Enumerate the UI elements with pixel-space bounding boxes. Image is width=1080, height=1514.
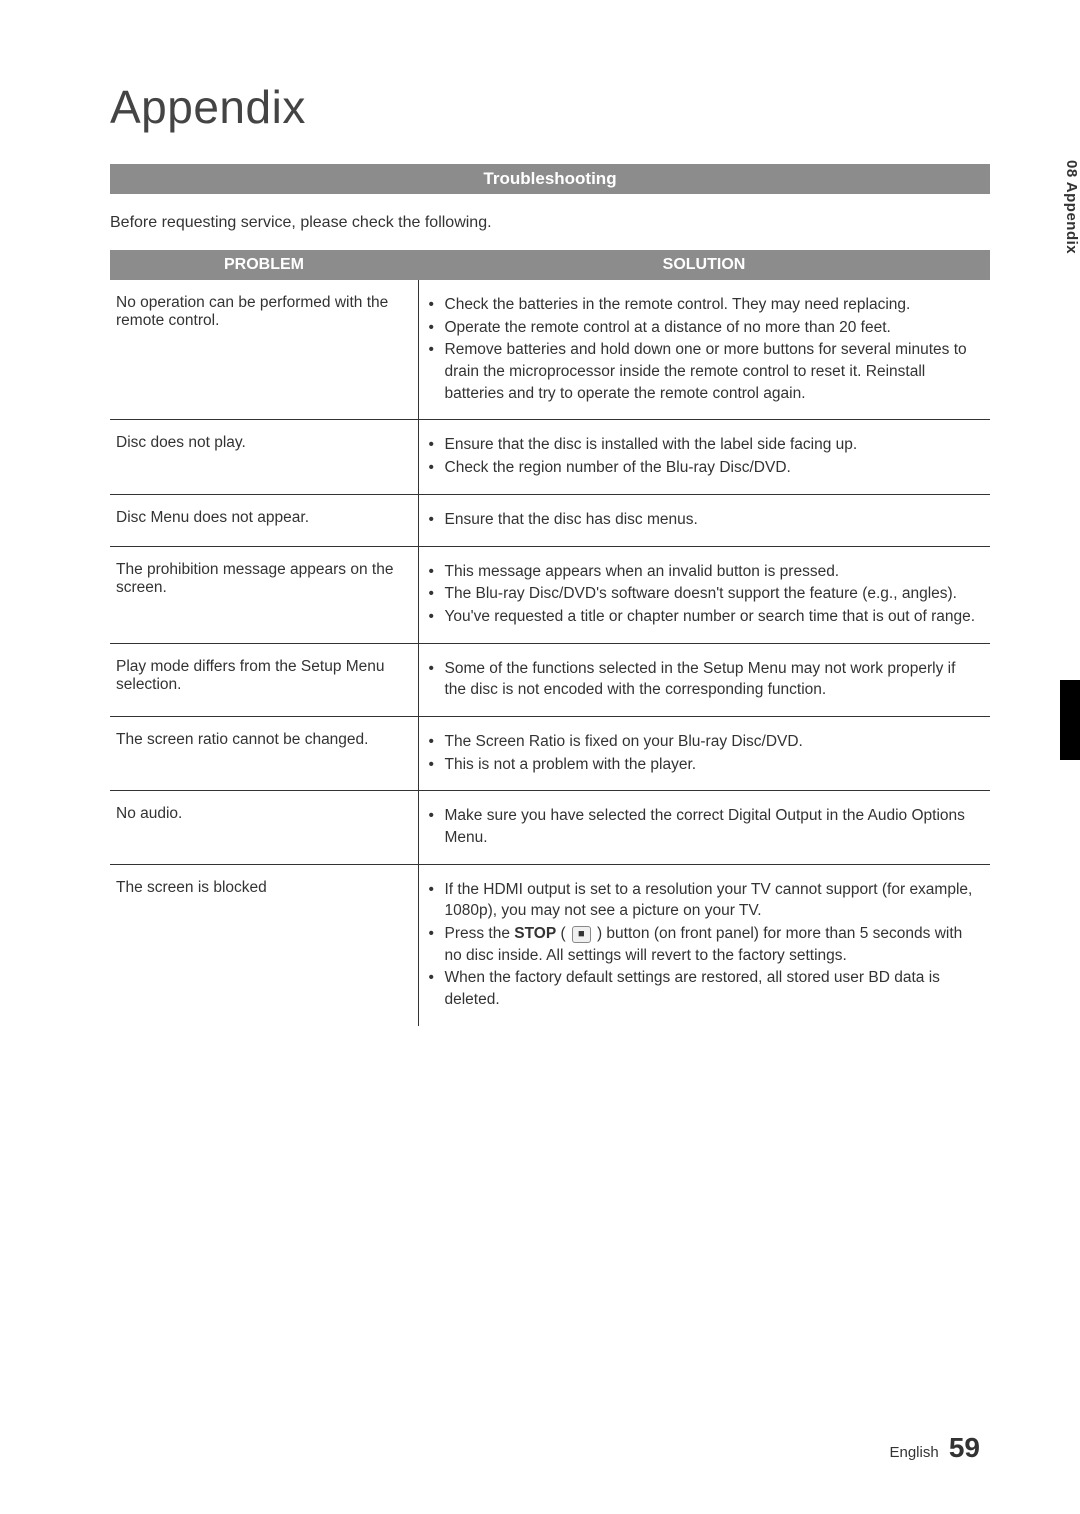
- solution-cell: Ensure that the disc has disc menus.: [418, 494, 990, 546]
- problem-cell: The prohibition message appears on the s…: [110, 546, 418, 643]
- solution-item: Check the region number of the Blu-ray D…: [429, 457, 981, 479]
- solution-item: Make sure you have selected the correct …: [429, 805, 981, 848]
- table-row: No audio. Make sure you have selected the…: [110, 791, 990, 864]
- problem-cell: The screen is blocked: [110, 864, 418, 1026]
- page-title: Appendix: [110, 80, 990, 134]
- table-row: The prohibition message appears on the s…: [110, 546, 990, 643]
- table-row: Play mode differs from the Setup Menu se…: [110, 643, 990, 716]
- table-row: Disc Menu does not appear. Ensure that th…: [110, 494, 990, 546]
- solution-cell: This message appears when an invalid but…: [418, 546, 990, 643]
- solution-item: Ensure that the disc has disc menus.: [429, 509, 981, 531]
- table-row: Disc does not play. Ensure that the disc …: [110, 420, 990, 494]
- solution-item: Some of the functions selected in the Se…: [429, 658, 981, 701]
- problem-cell: Disc Menu does not appear.: [110, 494, 418, 546]
- intro-text: Before requesting service, please check …: [110, 214, 990, 232]
- column-header-solution: SOLUTION: [418, 250, 990, 280]
- page-footer: English 59: [889, 1432, 980, 1464]
- solution-item: When the factory default settings are re…: [429, 967, 981, 1010]
- side-tab-label: 08 Appendix: [1063, 160, 1080, 254]
- solution-item: Press the STOP ( ■ ) button (on front pa…: [429, 923, 981, 966]
- troubleshooting-table: PROBLEM SOLUTION No operation can be per…: [110, 250, 990, 1026]
- solution-item: Check the batteries in the remote contro…: [429, 294, 981, 316]
- table-row: No operation can be performed with the r…: [110, 280, 990, 420]
- section-header-bar: Troubleshooting: [110, 164, 990, 194]
- solution-item: This is not a problem with the player.: [429, 754, 981, 776]
- solution-cell: Check the batteries in the remote contro…: [418, 280, 990, 420]
- footer-language: English: [889, 1444, 938, 1461]
- table-row: The screen ratio cannot be changed. The S…: [110, 716, 990, 790]
- problem-cell: No audio.: [110, 791, 418, 864]
- solution-item: The Blu-ray Disc/DVD's software doesn't …: [429, 583, 981, 605]
- solution-item: The Screen Ratio is fixed on your Blu-ra…: [429, 731, 981, 753]
- solution-cell: Some of the functions selected in the Se…: [418, 643, 990, 716]
- solution-cell: The Screen Ratio is fixed on your Blu-ra…: [418, 716, 990, 790]
- solution-cell: If the HDMI output is set to a resolutio…: [418, 864, 990, 1026]
- solution-cell: Ensure that the disc is installed with t…: [418, 420, 990, 494]
- solution-item: Remove batteries and hold down one or mo…: [429, 339, 981, 404]
- column-header-problem: PROBLEM: [110, 250, 418, 280]
- footer-page-number: 59: [949, 1432, 980, 1463]
- solution-item: This message appears when an invalid but…: [429, 561, 981, 583]
- problem-cell: Disc does not play.: [110, 420, 418, 494]
- solution-item: You've requested a title or chapter numb…: [429, 606, 981, 628]
- problem-cell: The screen ratio cannot be changed.: [110, 716, 418, 790]
- stop-icon: ■: [572, 926, 591, 943]
- problem-cell: No operation can be performed with the r…: [110, 280, 418, 420]
- problem-cell: Play mode differs from the Setup Menu se…: [110, 643, 418, 716]
- thumb-index-strip: [1060, 680, 1080, 760]
- table-row: The screen is blocked If the HDMI output …: [110, 864, 990, 1026]
- solution-item: Operate the remote control at a distance…: [429, 317, 981, 339]
- solution-item: If the HDMI output is set to a resolutio…: [429, 879, 981, 922]
- solution-cell: Make sure you have selected the correct …: [418, 791, 990, 864]
- solution-item: Ensure that the disc is installed with t…: [429, 434, 981, 456]
